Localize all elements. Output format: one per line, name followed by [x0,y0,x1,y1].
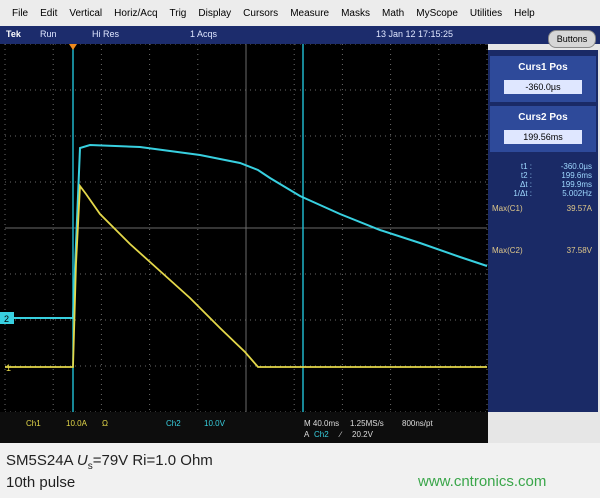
readout-value: -360.0µs [560,162,592,171]
ch1-unit: Ω [102,419,108,428]
menu-item[interactable]: File [12,7,29,19]
menu-item[interactable]: Math [382,7,405,19]
trigger-slope: ∕ [338,430,343,439]
caption-line-2: 10th pulse [6,474,76,491]
trigger-level: 20.2V [352,430,374,439]
cursor1-box[interactable]: Curs1 Pos -360.0µs [490,56,596,102]
scope-display: 2 1 Ch1 10.0A Ω Ch2 10.0V M 40.0ms 1.25M… [0,44,488,443]
trigger-source: Ch2 [314,430,329,439]
menu-item[interactable]: Horiz/Acq [114,7,158,19]
readout-value: 199.6ms [561,171,592,180]
caption: SM5S24A Us=79V Ri=1.0 Ohm 10th pulse [0,443,600,498]
menu-item[interactable]: Display [198,7,232,19]
measurement-value: 37.58V [566,246,592,255]
ch1-trace [5,183,487,368]
cursor1-value: -360.0µs [504,80,582,94]
menu-item[interactable]: Edit [40,7,58,19]
buttons-button[interactable]: Buttons [548,30,596,48]
readout-label: 1/Δt : [513,189,532,198]
cursor2-box[interactable]: Curs2 Pos 199.56ms [490,106,596,152]
menu-item[interactable]: Masks [341,7,370,19]
scope-background [0,44,488,443]
menu-item[interactable]: Cursors [243,7,279,19]
readout-label: Δt : [519,180,532,189]
device: SM5S24A [6,452,73,469]
trigger-prefix: A [304,430,310,439]
caption-line-1: SM5S24A Us=79V Ri=1.0 Ohm [6,452,213,472]
conditions: =79V Ri=1.0 Ohm [92,452,213,469]
menu-item[interactable]: Trig [169,7,187,19]
ch1-label: Ch1 [26,419,41,428]
timebase: M 40.0ms [304,419,339,428]
measurement-label: Max(C2) [492,246,523,255]
ch2-marker: 2 [4,314,9,324]
measurement-label: Max(C1) [492,204,523,213]
ch1-scale: 10.0A [66,419,88,428]
symbol: U [76,452,88,469]
ch1-marker: 1 [6,363,11,373]
menu-item[interactable]: Measure [290,7,330,19]
cursor2-value: 199.56ms [504,130,582,144]
ch2-trace [5,143,488,319]
run-state: Run [40,29,57,39]
ch2-label: Ch2 [166,419,181,428]
menu-item[interactable]: Utilities [469,7,503,19]
brand: Tek [6,29,21,39]
cursor2-label: Curs2 Pos [518,112,568,123]
readout-label: t1 : [520,162,532,171]
ch2-marker-box [0,312,14,324]
graticule [4,44,488,413]
menu-bar: File Edit Vertical Horiz/Acq Trig Display Curs… [0,0,600,26]
readout-label: t2 : [520,171,532,180]
menu-item[interactable]: Help [514,7,535,19]
timestamp: 13 Jan 12 17:15:25 [376,29,454,39]
resolution: 800ns/pt [402,419,433,428]
ch2-scale: 10.0V [204,419,226,428]
menu-item[interactable]: MyScope [416,7,458,19]
readout-value: 5.002Hz [562,189,592,198]
readout-value: 199.9ms [561,180,592,189]
cursor1-label: Curs1 Pos [518,62,568,73]
trigger-marker [69,44,77,50]
watermark: www.cntronics.com [418,473,547,490]
menu-item[interactable]: Vertical [69,7,103,19]
side-panel: Curs1 Pos -360.0µs Curs2 Pos 199.56ms t1… [488,50,598,412]
scope-footer [0,412,488,443]
acq-mode: Hi Res [92,29,120,39]
sample-rate: 1.25MS/s [350,419,384,428]
acq-count: 1 Acqs [190,29,218,39]
subscript: s [87,461,93,472]
status-bar: Tek Run Hi Res 1 Acqs 13 Jan 12 17:15:25 [0,26,600,44]
measurement-value: 39.57A [566,204,592,213]
